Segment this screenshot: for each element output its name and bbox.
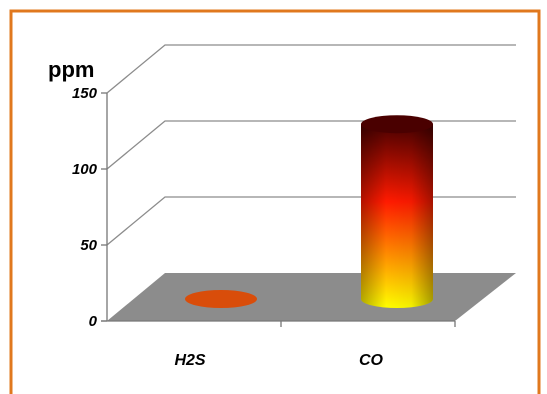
bar-h2s — [185, 290, 257, 308]
y-tick-label: 150 — [72, 85, 98, 102]
y-tick-label: 100 — [72, 161, 98, 178]
x-axis-categories: H2S CO — [174, 352, 383, 369]
x-tick-label: H2S — [174, 352, 205, 369]
bars — [185, 115, 433, 308]
bar-body-shade — [361, 124, 433, 308]
y-axis-title: ppm — [48, 57, 94, 82]
bar-top — [361, 115, 433, 134]
x-tick-label: CO — [359, 352, 384, 369]
bar-disc — [185, 290, 257, 308]
grid-line — [106, 44, 516, 94]
y-tick-label: 0 — [89, 313, 98, 330]
y-axis-ticks: 0 50 100 150 — [72, 85, 107, 330]
bar-co — [361, 115, 433, 308]
y-tick-label: 50 — [80, 237, 97, 254]
chart-floor — [107, 273, 516, 321]
chart-frame — [9, 9, 541, 394]
